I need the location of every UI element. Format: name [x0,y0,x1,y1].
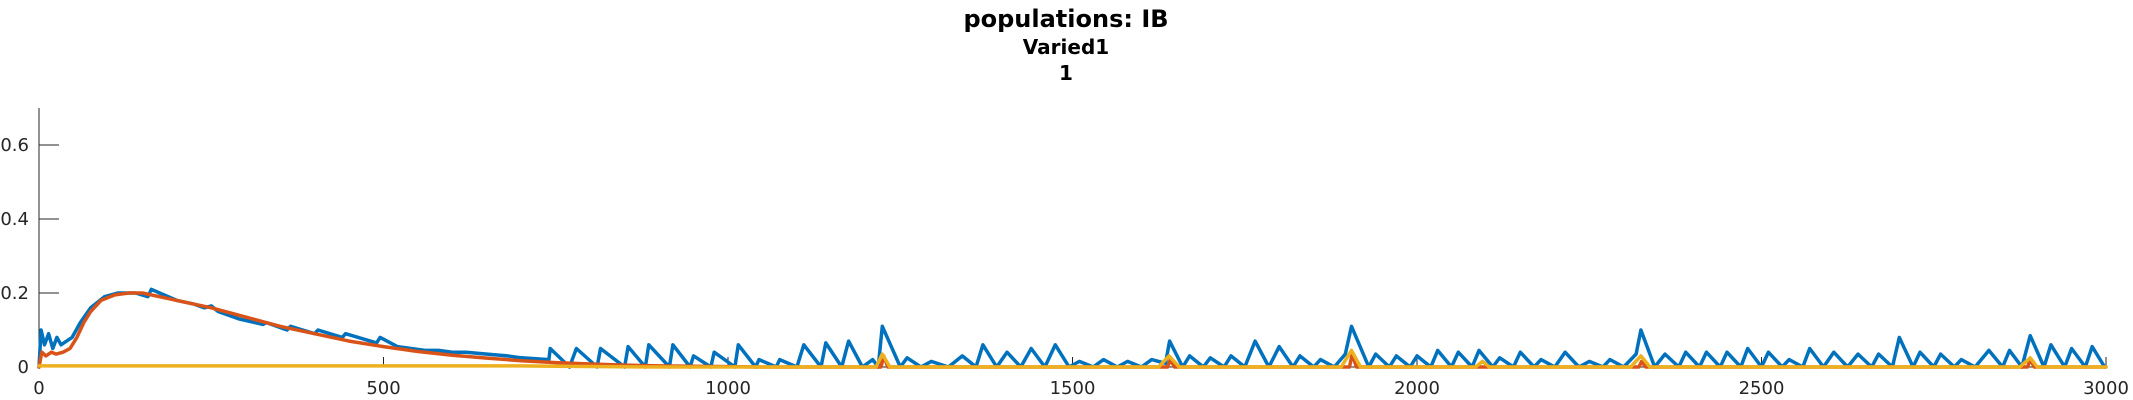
y-tick-label: 0.2 [0,283,29,304]
tick-group: 0 500 1000 1500 2000 2500 3000 0 0.2 0.4 0.6 [0,135,2129,399]
x-tick-label: 0 [33,378,44,399]
series-line-3 [37,348,2108,369]
y-tick-label: 0 [18,357,29,378]
y-tick-label: 0.4 [0,209,29,230]
plot-area [37,287,2108,369]
chart-title: populations: IB [963,5,1168,33]
x-tick-label: 2000 [1394,378,1440,399]
x-tick-label: 500 [366,378,400,399]
y-tick-label: 0.6 [0,135,29,156]
chart-subtitle: Varied1 [1023,35,1109,59]
x-tick-label: 3000 [2083,378,2129,399]
x-tick-label: 1000 [705,378,751,399]
chart-run-label: 1 [1059,61,1073,85]
x-tick-label: 1500 [1050,378,1096,399]
x-tick-label: 2500 [1739,378,1785,399]
